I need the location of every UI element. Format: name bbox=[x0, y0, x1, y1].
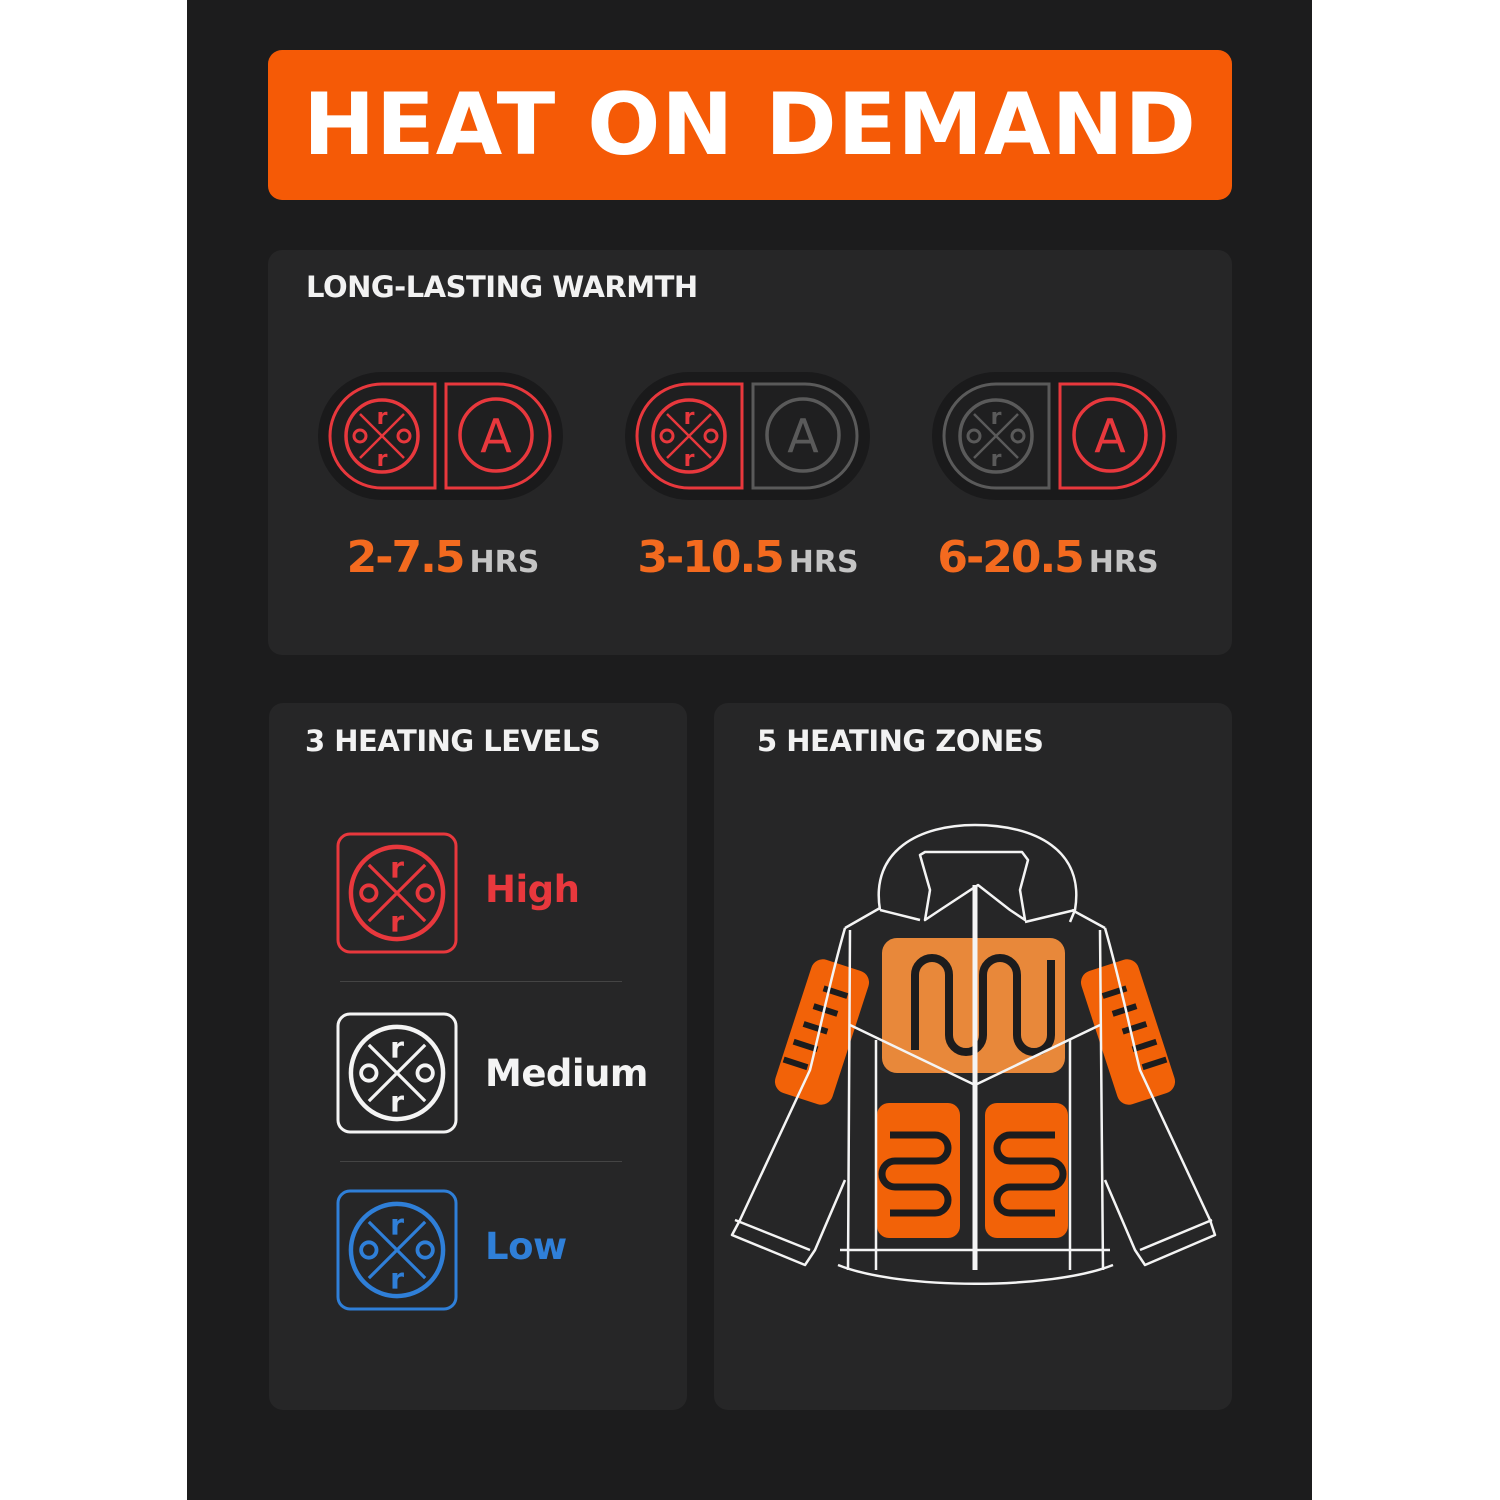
svg-text:A: A bbox=[480, 409, 512, 463]
jacket-heating-zones-diagram bbox=[730, 823, 1217, 1285]
zones-title: 5 HEATING ZONES bbox=[757, 724, 1044, 758]
runtime-3: 6-20.5 HRS bbox=[898, 532, 1198, 583]
level-medium-label: Medium bbox=[485, 1052, 648, 1095]
headline-banner: HEAT ON DEMAND bbox=[268, 50, 1232, 200]
jacket-outline bbox=[730, 823, 1217, 1285]
pocket-zone-right bbox=[985, 1103, 1068, 1238]
auto-button: A bbox=[444, 382, 552, 490]
mode-buttons-1: A bbox=[318, 372, 563, 500]
heat-button bbox=[635, 382, 744, 490]
levels-title: 3 HEATING LEVELS bbox=[305, 724, 601, 758]
mode-buttons-3: A bbox=[932, 372, 1177, 500]
divider bbox=[340, 1161, 622, 1162]
level-low-label: Low bbox=[485, 1225, 567, 1268]
svg-text:A: A bbox=[787, 409, 819, 463]
runtime-1: 2-7.5 HRS bbox=[293, 532, 593, 583]
warmth-title: LONG-LASTING WARMTH bbox=[306, 270, 698, 304]
runtime-unit: HRS bbox=[1088, 545, 1159, 580]
auto-button: A bbox=[1058, 382, 1166, 490]
runtime-unit: HRS bbox=[469, 545, 540, 580]
heat-button bbox=[942, 382, 1051, 490]
svg-text:A: A bbox=[1094, 409, 1126, 463]
arm-zone-right bbox=[1080, 959, 1176, 1105]
pocket-zone-left bbox=[877, 1103, 960, 1238]
mode-buttons-2: A bbox=[625, 372, 870, 500]
runtime-range: 3-10.5 bbox=[637, 532, 784, 583]
high-level-icon bbox=[336, 832, 458, 954]
divider bbox=[340, 981, 622, 982]
runtime-2: 3-10.5 HRS bbox=[598, 532, 898, 583]
runtime-unit: HRS bbox=[788, 545, 859, 580]
runtime-range: 6-20.5 bbox=[937, 532, 1084, 583]
medium-level-icon bbox=[336, 1012, 458, 1134]
arm-zone-left bbox=[774, 959, 870, 1105]
low-level-icon bbox=[336, 1189, 458, 1311]
level-high-label: High bbox=[485, 868, 580, 911]
auto-button: A bbox=[751, 382, 859, 490]
runtime-range: 2-7.5 bbox=[346, 532, 466, 583]
heat-button bbox=[328, 382, 437, 490]
